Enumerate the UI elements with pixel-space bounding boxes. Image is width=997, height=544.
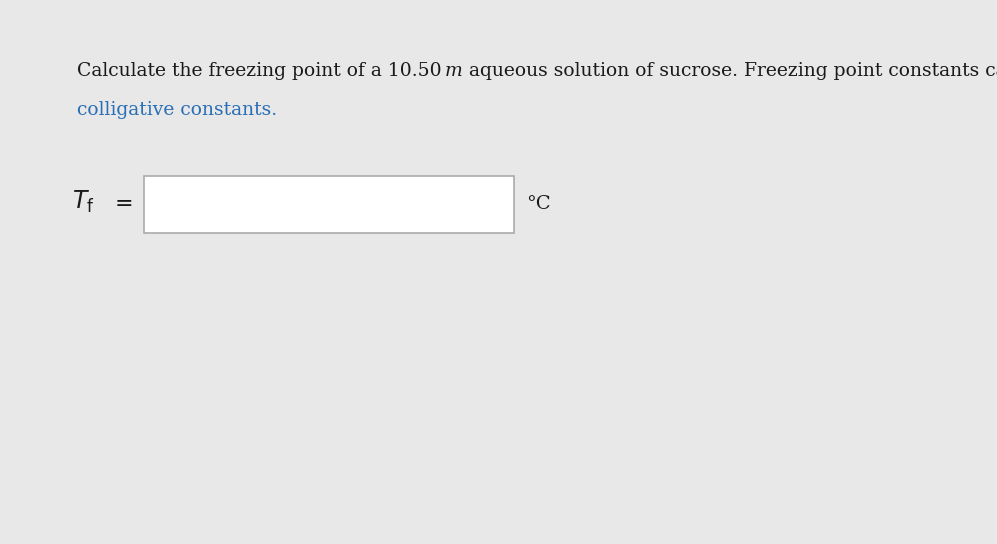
Text: $T_{\mathrm{f}}$: $T_{\mathrm{f}}$: [72, 188, 95, 214]
FancyBboxPatch shape: [144, 176, 514, 233]
Text: °C: °C: [526, 195, 550, 213]
Text: m: m: [445, 62, 463, 80]
Text: Calculate the freezing point of a 10.50: Calculate the freezing point of a 10.50: [77, 62, 445, 80]
Text: =: =: [115, 193, 134, 215]
Text: aqueous solution of sucrose. Freezing point constants can be found in the list o: aqueous solution of sucrose. Freezing po…: [463, 62, 997, 80]
Text: colligative constants.: colligative constants.: [77, 101, 277, 119]
